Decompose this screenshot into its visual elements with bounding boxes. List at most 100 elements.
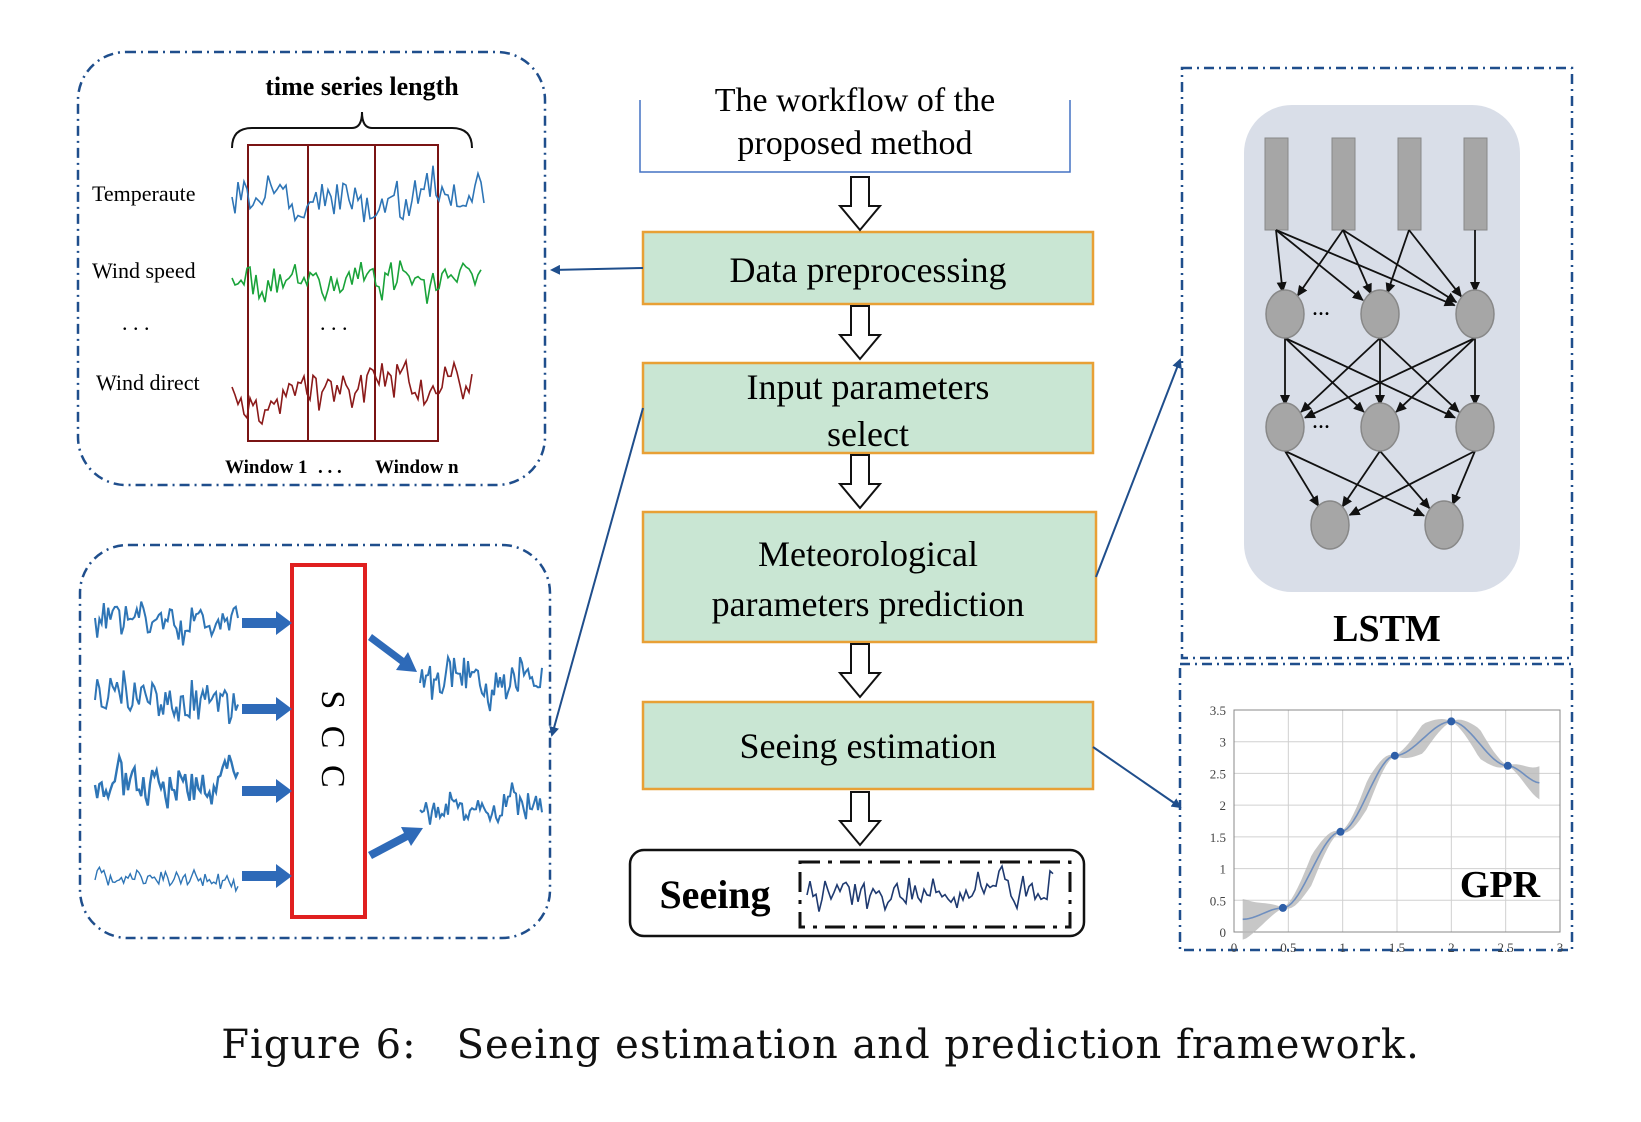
gpr-observation-point (1503, 761, 1512, 770)
lstm-connections (1275, 229, 1480, 517)
gpr-y-tick-label: 2.5 (1210, 766, 1226, 781)
workflow-title-line1: The workflow of the (715, 82, 995, 119)
workflow-title-line2: proposed method (737, 125, 972, 162)
output-node (1424, 500, 1464, 550)
gpr-y-tick-label: 3 (1220, 735, 1227, 750)
connector-arrows (549, 264, 1182, 809)
lstm-connection (1275, 229, 1456, 307)
step-input-parameters-line1: Input parameters (747, 367, 990, 407)
seeing-series-frame (798, 860, 1072, 929)
scc-output-series (419, 653, 543, 712)
lstm-connection (1303, 337, 1476, 419)
scc-panel-border (78, 543, 552, 940)
hidden-ellipsis: ... (1312, 408, 1330, 434)
caption-number: Figure 6: (221, 1022, 417, 1068)
scc-input-series (94, 865, 239, 894)
workflow-title-frame (639, 100, 1071, 173)
time-series-length-label: time series length (265, 72, 459, 101)
gpr-observations (1278, 717, 1512, 912)
block-arrow-right (242, 779, 292, 803)
lstm-connection (1451, 450, 1476, 506)
window-ellipsis: . . . (318, 457, 342, 478)
lstm-panel-border (1180, 66, 1574, 660)
input-bar (1397, 137, 1422, 231)
row-label-wind-speed: Wind speed (92, 258, 196, 283)
gpr-y-ticks: 0 0.5 1 1.5 2 2.5 3 3.5 (1210, 703, 1226, 940)
arrow-to-gpr-panel (1092, 746, 1182, 809)
hidden-node (1265, 289, 1305, 339)
scc-input-arrows (242, 611, 423, 888)
length-brace (231, 111, 473, 149)
window-n-label: Window n (375, 457, 459, 478)
gpr-x-tick-label: 2 (1448, 940, 1455, 955)
hollow-down-arrow (837, 643, 883, 699)
lstm-connection (1379, 450, 1431, 510)
step-seeing-estimation-label: Seeing estimation (740, 726, 997, 766)
hidden-node (1360, 289, 1400, 339)
gpr-x-tick-label: 1.5 (1389, 940, 1405, 955)
hollow-down-arrow (837, 791, 883, 847)
hidden-ellipsis: ... (1312, 295, 1330, 321)
lstm-connection (1385, 229, 1410, 295)
figure-caption: Figure 6: Seeing estimation and predictio… (0, 1022, 1641, 1068)
gpr-panel: 0 0.5 1 1.5 2 2.5 3 3.5 0 0.5 1 1.5 2 2.5 3 GPR (1178, 662, 1574, 955)
gpr-x-ticks: 0 0.5 1 1.5 2 2.5 3 (1231, 940, 1564, 955)
gpr-y-tick-label: 2 (1220, 798, 1227, 813)
seeing-series (806, 863, 1054, 913)
preprocessing-panel: time series length Temperaute Wind speed… (76, 50, 547, 487)
hidden-node (1455, 402, 1495, 452)
lstm-inputs (1264, 137, 1488, 231)
hidden-node (1455, 289, 1495, 339)
gpr-plot-frame (1233, 709, 1561, 933)
input-bar (1264, 137, 1289, 231)
gpr-x-tick-label: 3 (1557, 940, 1564, 955)
hollow-down-arrow (837, 305, 883, 361)
gpr-x-tick-label: 0 (1231, 940, 1238, 955)
gpr-observation-point (1278, 903, 1287, 912)
wind-direction-series (231, 357, 473, 426)
step-input-parameters (641, 361, 1095, 455)
lstm-connection (1379, 337, 1460, 413)
lstm-panel: ... ... LSTM (1180, 66, 1574, 660)
lstm-connection (1341, 450, 1381, 508)
gpr-x-tick-label: 0.5 (1280, 940, 1296, 955)
lstm-connection (1296, 229, 1344, 297)
gpr-observation-point (1390, 751, 1399, 760)
gpr-y-tick-label: 0 (1220, 925, 1227, 940)
step-meteorological-line1: Meteorological (758, 534, 978, 574)
block-arrow-right (242, 611, 292, 635)
gpr-grid (1233, 709, 1561, 933)
seeing-output-label: Seeing (659, 872, 770, 917)
caption-text: Seeing estimation and prediction framewo… (456, 1022, 1420, 1068)
step-input-parameters-line2: select (827, 414, 909, 454)
gpr-y-tick-label: 1 (1220, 862, 1227, 877)
lstm-connection (1342, 229, 1372, 295)
scc-output-series (419, 782, 543, 825)
middle-ellipsis: . . . (320, 310, 348, 335)
gpr-x-tick-label: 1 (1339, 940, 1346, 955)
block-arrow-diag-down (368, 634, 417, 672)
gpr-observation-point (1336, 827, 1345, 836)
scc-block (290, 563, 367, 919)
step-data-preprocessing-label: Data preprocessing (730, 250, 1007, 290)
step-meteorological-line2: parameters prediction (712, 584, 1025, 624)
lstm-connection (1284, 337, 1457, 419)
step-seeing-estimation (641, 700, 1095, 791)
input-bar (1463, 137, 1488, 231)
lstm-connection (1348, 450, 1476, 516)
scc-input-series (93, 751, 240, 809)
hollow-down-arrow (837, 454, 883, 510)
workflow-down-arrows (837, 176, 883, 847)
row-label-temperature: Temperaute (92, 181, 196, 206)
arrow-to-lstm-panel (1095, 358, 1182, 578)
wind-speed-series (231, 260, 482, 304)
lstm-network-background (1244, 105, 1520, 592)
output-node (1310, 500, 1350, 550)
temperature-series (231, 165, 485, 223)
gpr-y-tick-label: 3.5 (1210, 703, 1226, 718)
window-1-label: Window 1 (225, 457, 308, 478)
scc-panel: S C C (78, 543, 552, 940)
lstm-nodes (1265, 289, 1495, 550)
gpr-observation-point (1447, 717, 1456, 726)
